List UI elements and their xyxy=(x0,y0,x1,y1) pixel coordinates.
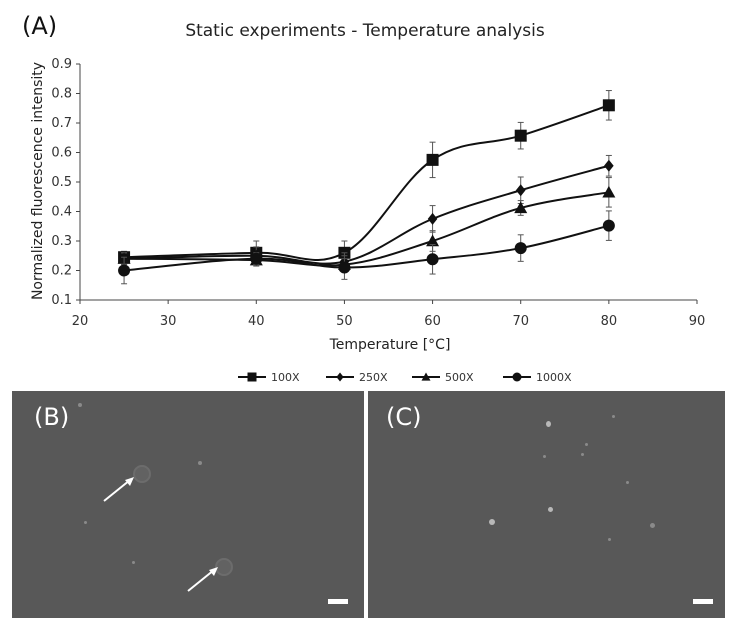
x-tick-label: 30 xyxy=(160,314,177,329)
data-point xyxy=(338,261,351,274)
y-tick-label: 0.5 xyxy=(51,175,72,190)
chart: (A) Static experiments - Temperature ana… xyxy=(22,12,705,384)
cell xyxy=(215,558,233,576)
y-axis-label: Normalized fluorescence intensity xyxy=(30,62,46,300)
legend-item-500X: 500X xyxy=(412,371,474,384)
particle xyxy=(543,455,546,458)
data-point xyxy=(602,219,615,232)
data-point xyxy=(604,159,614,172)
series-layer xyxy=(117,90,616,285)
scale-bar xyxy=(328,599,348,604)
legend-item-1000X: 1000X xyxy=(503,371,572,384)
data-point xyxy=(514,129,527,142)
data-point xyxy=(514,201,528,214)
particle xyxy=(489,519,495,525)
data-point xyxy=(602,185,616,198)
data-point xyxy=(427,212,438,225)
particle xyxy=(585,443,588,446)
series-line xyxy=(124,164,610,265)
data-point xyxy=(426,234,440,247)
y-tick-label: 0.3 xyxy=(51,234,72,249)
x-tick-label: 90 xyxy=(689,314,706,329)
particle xyxy=(626,481,629,484)
series-line xyxy=(124,104,610,262)
x-tick-label: 20 xyxy=(72,314,89,329)
legend-label: 250X xyxy=(359,371,388,384)
legend-item-100X: 100X xyxy=(238,371,300,384)
y-tick-label: 0.9 xyxy=(51,57,72,72)
data-point xyxy=(118,264,131,277)
legend-label: 500X xyxy=(445,371,474,384)
particle xyxy=(198,461,202,465)
y-tick-label: 0.7 xyxy=(51,116,72,131)
y-tick-label: 0.4 xyxy=(51,205,72,220)
y-tick-label: 0.2 xyxy=(51,264,72,279)
particle xyxy=(548,507,553,512)
x-tick-label: 40 xyxy=(248,314,265,329)
axes: 0.1 0.2 0.3 0.4 0.5 0.6 0.7 0.8 0.9 20 30 40 50 60 70 8… xyxy=(51,57,705,329)
legend-marker xyxy=(512,372,522,382)
arrow-icon xyxy=(103,477,134,502)
data-point xyxy=(515,184,526,197)
x-tick-label: 70 xyxy=(512,314,529,329)
y-tick-label: 0.6 xyxy=(51,146,72,161)
y-tick-label: 0.1 xyxy=(51,293,72,308)
data-point xyxy=(602,99,615,112)
particle xyxy=(546,421,551,427)
x-tick-label: 80 xyxy=(601,314,618,329)
particle xyxy=(84,521,87,524)
legend: 100X 250X 500X 1000X xyxy=(238,371,572,384)
particle xyxy=(132,561,135,564)
chart-title: Static experiments - Temperature analysi… xyxy=(185,21,545,41)
x-tick-label: 50 xyxy=(336,314,353,329)
legend-item-250X: 250X xyxy=(326,371,388,384)
data-point xyxy=(250,252,263,265)
arrow-icon xyxy=(187,567,218,592)
particle xyxy=(650,523,655,528)
data-point xyxy=(426,153,439,166)
cell xyxy=(133,465,151,483)
x-axis-label: Temperature [°C] xyxy=(329,337,451,353)
scale-bar xyxy=(693,599,713,604)
micrograph-b: (B) xyxy=(12,391,364,618)
legend-marker xyxy=(336,372,344,382)
micrograph-c: (C) xyxy=(368,391,725,618)
series-100X xyxy=(118,90,615,266)
particle xyxy=(612,415,615,418)
particle xyxy=(608,538,611,541)
particle xyxy=(581,453,584,456)
series-250X xyxy=(119,154,614,271)
legend-marker xyxy=(421,372,431,381)
x-tick-label: 60 xyxy=(424,314,441,329)
panel-b-label: (B) xyxy=(34,403,70,431)
legend-label: 1000X xyxy=(536,371,572,384)
particle xyxy=(78,403,82,407)
y-tick-label: 0.8 xyxy=(51,87,72,102)
legend-label: 100X xyxy=(271,371,300,384)
data-point xyxy=(426,253,439,266)
series-line xyxy=(123,224,610,272)
data-point xyxy=(514,242,527,255)
legend-marker xyxy=(247,372,257,382)
panel-c-label: (C) xyxy=(386,403,422,431)
series-1000X xyxy=(118,210,615,285)
panel-a-label: (A) xyxy=(22,12,57,40)
